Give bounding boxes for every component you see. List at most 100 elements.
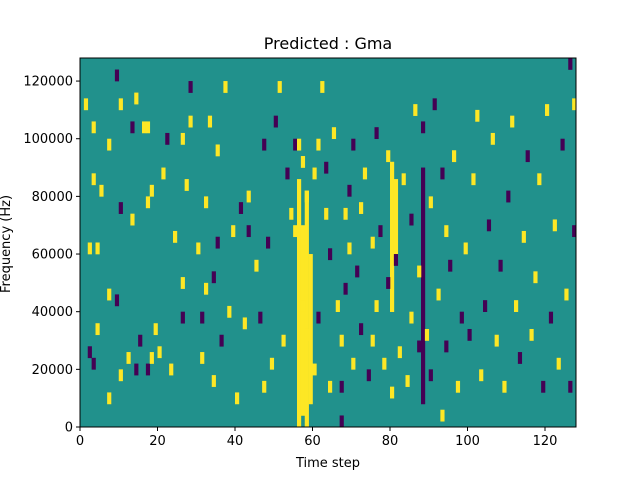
chart-title: Predicted : Gma [264, 34, 392, 53]
heatmap-cell [409, 311, 414, 324]
heatmap-cell [95, 242, 100, 255]
heatmap-cell [238, 202, 244, 214]
heatmap-cell [242, 317, 247, 330]
heatmap-cell [529, 328, 534, 341]
heatmap-cell [300, 156, 306, 168]
heatmap-cell [297, 179, 302, 428]
y-tick-label: 40000 [32, 305, 73, 320]
heatmap-cell [207, 115, 213, 128]
heatmap-cell [421, 167, 426, 405]
heatmap-cell [142, 121, 147, 134]
heatmap-cell [463, 242, 468, 255]
heatmap-cell [359, 323, 364, 336]
plot-area [80, 58, 577, 428]
heatmap-cell [343, 282, 348, 295]
y-axis: 0 20000 40000 60000 80000 100000 120000 [23, 75, 80, 436]
heatmap-cell [204, 196, 209, 209]
heatmap-cell [87, 346, 92, 359]
heatmap-cell [413, 104, 418, 116]
heatmap-cell [153, 323, 158, 336]
heatmap-cell [246, 225, 251, 238]
heatmap-cell [145, 196, 151, 209]
heatmap-cell [572, 225, 577, 238]
heatmap-cell [467, 328, 472, 341]
heatmap-cell [324, 207, 329, 220]
heatmap-cell [219, 334, 224, 347]
heatmap-cell [297, 138, 302, 151]
heatmap-cell [215, 144, 220, 157]
heatmap-cell [448, 259, 453, 272]
heatmap-cell [130, 213, 135, 226]
heatmap-cell [169, 363, 174, 376]
heatmap-cell [200, 311, 205, 324]
heatmap-cell [269, 357, 275, 370]
heatmap-cell [459, 311, 464, 324]
heatmap-cell [339, 334, 344, 347]
heatmap-cell [490, 132, 495, 145]
heatmap-cell [304, 190, 309, 428]
heatmap-cell [246, 190, 251, 203]
heatmap-cell [293, 138, 298, 151]
heatmap-cell [149, 184, 154, 197]
heatmap-cell [533, 271, 538, 284]
heatmap-cell [486, 219, 492, 232]
heatmap-cell [521, 230, 526, 243]
heatmap-cell [157, 346, 162, 359]
heatmap-cell [421, 121, 426, 134]
x-tick-label: 120 [533, 434, 558, 449]
heatmap-cell [211, 375, 216, 387]
heatmap-cell [347, 242, 352, 255]
heatmap-cell [525, 150, 530, 163]
heatmap-cell [370, 334, 375, 347]
heatmap-cell [134, 92, 139, 105]
heatmap-cell [188, 81, 193, 93]
heatmap-cell [180, 277, 185, 289]
heatmap-cell [312, 363, 317, 376]
heatmap-cell [568, 58, 573, 70]
heatmap-cell [277, 81, 282, 93]
heatmap-cell [355, 265, 360, 278]
heatmap-cell [541, 380, 546, 393]
heatmap-cell [556, 357, 561, 370]
heatmap-cell [145, 363, 151, 376]
y-tick-label: 80000 [32, 190, 73, 205]
heatmap-cell [328, 380, 333, 393]
heatmap-cell [409, 213, 414, 226]
heatmap-cell [471, 173, 476, 186]
heatmap-cell [393, 254, 399, 266]
heatmap-cell [149, 352, 154, 364]
heatmap-cell [393, 179, 399, 261]
heatmap-cell [204, 282, 209, 295]
heatmap-cell [390, 161, 395, 312]
heatmap-cell [99, 184, 104, 197]
y-axis-label: Frequency (Hz) [0, 195, 14, 293]
heatmap-cell [475, 109, 480, 122]
heatmap-cell [91, 173, 96, 186]
heatmap-cell [211, 271, 216, 284]
heatmap-cell [316, 138, 321, 151]
heatmap-cell [514, 300, 519, 312]
heatmap-cell [362, 167, 368, 180]
heatmap-cell [548, 311, 554, 324]
heatmap-cell [545, 104, 550, 116]
heatmap-cell [390, 386, 395, 399]
plot-frame [79, 57, 577, 428]
heatmap-cell [254, 259, 259, 272]
heatmap-cell [417, 340, 422, 353]
heatmap-cell [145, 121, 151, 134]
heatmap-cell [386, 150, 391, 163]
heatmap-cell [366, 369, 371, 382]
heatmap-cell [95, 323, 100, 336]
heatmap-cell [343, 207, 348, 220]
heatmap-cell [537, 173, 542, 186]
heatmap-cell [424, 328, 430, 341]
heatmap-cell [428, 369, 433, 382]
heatmap-cell [188, 115, 193, 128]
heatmap-cell [161, 167, 166, 180]
heatmap-cell [180, 132, 185, 145]
heatmap-cell [173, 230, 178, 243]
heatmap-cell [510, 115, 515, 128]
heatmap-cell [494, 334, 499, 347]
heatmap-cell [560, 138, 565, 151]
